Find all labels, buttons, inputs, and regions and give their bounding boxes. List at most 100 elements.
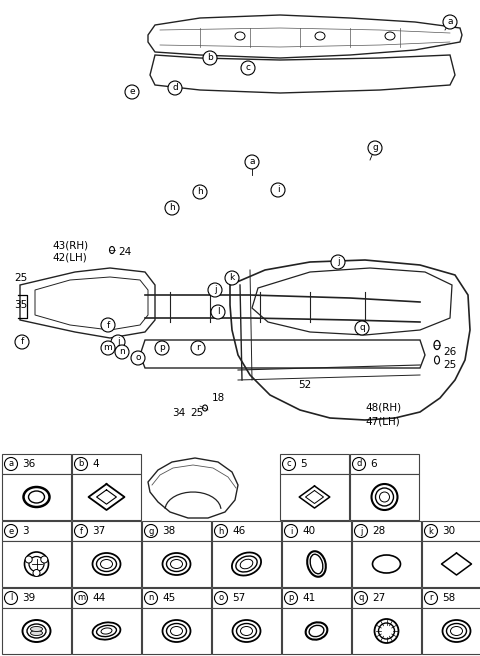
Bar <box>142 541 211 587</box>
Bar <box>2 588 71 608</box>
Ellipse shape <box>380 492 389 502</box>
Circle shape <box>355 525 368 537</box>
Bar <box>72 588 141 608</box>
Text: 27: 27 <box>372 593 385 603</box>
Bar <box>72 454 141 474</box>
Circle shape <box>144 525 157 537</box>
Text: 35: 35 <box>14 300 27 310</box>
Text: q: q <box>358 594 364 602</box>
Ellipse shape <box>23 620 50 642</box>
Text: q: q <box>359 323 365 333</box>
Text: 28: 28 <box>372 526 385 536</box>
Ellipse shape <box>232 552 261 575</box>
Bar <box>352 608 421 654</box>
Bar <box>212 541 281 587</box>
Circle shape <box>168 81 182 95</box>
Text: a: a <box>9 459 13 468</box>
Ellipse shape <box>25 556 32 563</box>
Text: k: k <box>429 527 433 535</box>
Bar <box>422 541 480 587</box>
Text: k: k <box>229 274 235 283</box>
Text: 44: 44 <box>92 593 105 603</box>
Ellipse shape <box>240 626 252 636</box>
Circle shape <box>101 341 115 355</box>
Ellipse shape <box>306 623 327 640</box>
Ellipse shape <box>385 32 395 40</box>
Circle shape <box>271 183 285 197</box>
Text: j: j <box>360 527 362 535</box>
Ellipse shape <box>163 620 191 642</box>
Circle shape <box>208 283 222 297</box>
Ellipse shape <box>170 626 182 636</box>
Text: h: h <box>197 188 203 197</box>
Text: 41: 41 <box>302 593 315 603</box>
Text: 47(LH): 47(LH) <box>365 416 400 426</box>
Text: p: p <box>159 344 165 352</box>
Ellipse shape <box>434 356 440 364</box>
Text: 3: 3 <box>22 526 29 536</box>
Ellipse shape <box>372 484 397 510</box>
Bar <box>2 474 71 520</box>
Ellipse shape <box>167 556 187 571</box>
Text: j: j <box>214 285 216 295</box>
Ellipse shape <box>41 556 48 563</box>
Circle shape <box>368 141 382 155</box>
Circle shape <box>193 185 207 199</box>
Ellipse shape <box>235 32 245 40</box>
Ellipse shape <box>307 551 326 577</box>
Text: j: j <box>336 258 339 266</box>
Circle shape <box>331 255 345 269</box>
Text: 4: 4 <box>92 459 98 469</box>
Text: e: e <box>129 87 135 96</box>
Text: 25: 25 <box>443 360 456 370</box>
Text: p: p <box>288 594 294 602</box>
Text: 34: 34 <box>172 408 185 418</box>
Bar <box>422 608 480 654</box>
Text: 36: 36 <box>22 459 35 469</box>
Text: 38: 38 <box>162 526 175 536</box>
Bar <box>350 454 419 474</box>
Ellipse shape <box>170 560 182 569</box>
Bar <box>280 454 349 474</box>
Text: n: n <box>148 594 154 602</box>
Bar <box>212 521 281 541</box>
Text: r: r <box>429 594 433 602</box>
Circle shape <box>211 305 225 319</box>
Text: 39: 39 <box>22 593 35 603</box>
Ellipse shape <box>101 628 112 634</box>
Text: 52: 52 <box>298 380 311 390</box>
Text: g: g <box>148 527 154 535</box>
Circle shape <box>215 592 228 604</box>
Text: 37: 37 <box>92 526 105 536</box>
Text: 25: 25 <box>190 408 203 418</box>
Bar <box>282 588 351 608</box>
Ellipse shape <box>309 625 324 637</box>
Ellipse shape <box>310 554 323 574</box>
Bar <box>422 588 480 608</box>
Bar <box>282 541 351 587</box>
Circle shape <box>155 341 169 355</box>
Circle shape <box>245 155 259 169</box>
Text: d: d <box>172 83 178 92</box>
Circle shape <box>74 457 87 470</box>
Text: o: o <box>135 354 141 363</box>
Bar <box>282 521 351 541</box>
Ellipse shape <box>24 487 49 507</box>
Circle shape <box>165 201 179 215</box>
Text: 58: 58 <box>442 593 455 603</box>
Text: c: c <box>245 64 251 73</box>
Circle shape <box>283 457 296 470</box>
Bar <box>142 521 211 541</box>
Ellipse shape <box>93 553 120 575</box>
Ellipse shape <box>236 556 257 572</box>
Text: c: c <box>287 459 291 468</box>
Ellipse shape <box>375 488 394 506</box>
Text: f: f <box>107 321 109 329</box>
Circle shape <box>125 85 139 99</box>
Circle shape <box>115 345 129 359</box>
Text: 24: 24 <box>118 247 131 257</box>
Circle shape <box>352 457 365 470</box>
Bar <box>280 474 349 520</box>
Bar <box>72 474 141 520</box>
Text: 26: 26 <box>443 347 456 357</box>
